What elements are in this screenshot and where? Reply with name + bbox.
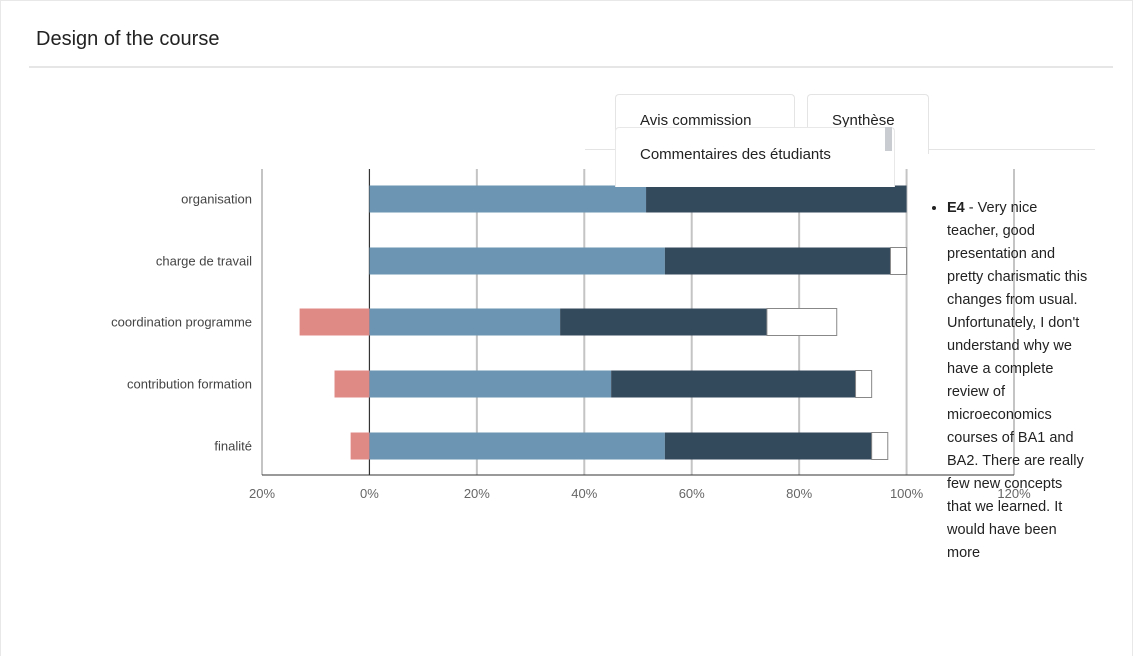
bar-segment [665, 433, 872, 460]
comment-id: E4 [947, 200, 965, 216]
comment-item: E4 - Very nice teacher, good presentatio… [947, 197, 1089, 565]
bar-segment [369, 186, 646, 213]
bar-segment [560, 309, 767, 336]
tab-commentaires-label: Commentaires des étudiants [640, 146, 831, 163]
bar-segment [351, 433, 370, 460]
category-label: contribution formation [127, 377, 252, 392]
category-label: coordination programme [111, 315, 252, 330]
bar-segment [646, 186, 907, 213]
category-label: organisation [181, 192, 252, 207]
category-label: finalité [214, 439, 252, 454]
x-tick-label: 20% [249, 486, 275, 501]
bar-segment [611, 371, 855, 398]
x-tick-label: 80% [786, 486, 812, 501]
scrollbar-handle[interactable] [885, 127, 892, 151]
category-label: charge de travail [156, 254, 252, 269]
bar-segment [300, 309, 370, 336]
bar-segment [369, 433, 664, 460]
bar-segment [856, 371, 872, 398]
bar-segment [369, 371, 611, 398]
comments-list[interactable]: E4 - Very nice teacher, good presentatio… [927, 197, 1089, 665]
bar-segment [665, 248, 891, 275]
x-tick-label: 40% [571, 486, 597, 501]
x-tick-label: 0% [360, 486, 379, 501]
bar-segment [369, 309, 560, 336]
comments-fade [927, 637, 1097, 657]
bar-segment [890, 248, 906, 275]
bar-segment [369, 248, 664, 275]
x-tick-label: 100% [890, 486, 924, 501]
bar-segment [767, 309, 837, 336]
tab-commentaires-etudiants[interactable]: Commentaires des étudiants [615, 127, 895, 187]
bar-segment [872, 433, 888, 460]
comment-text: - Very nice teacher, good presentation a… [947, 200, 1087, 561]
x-tick-label: 20% [464, 486, 490, 501]
bar-segment [335, 371, 370, 398]
x-tick-label: 60% [679, 486, 705, 501]
